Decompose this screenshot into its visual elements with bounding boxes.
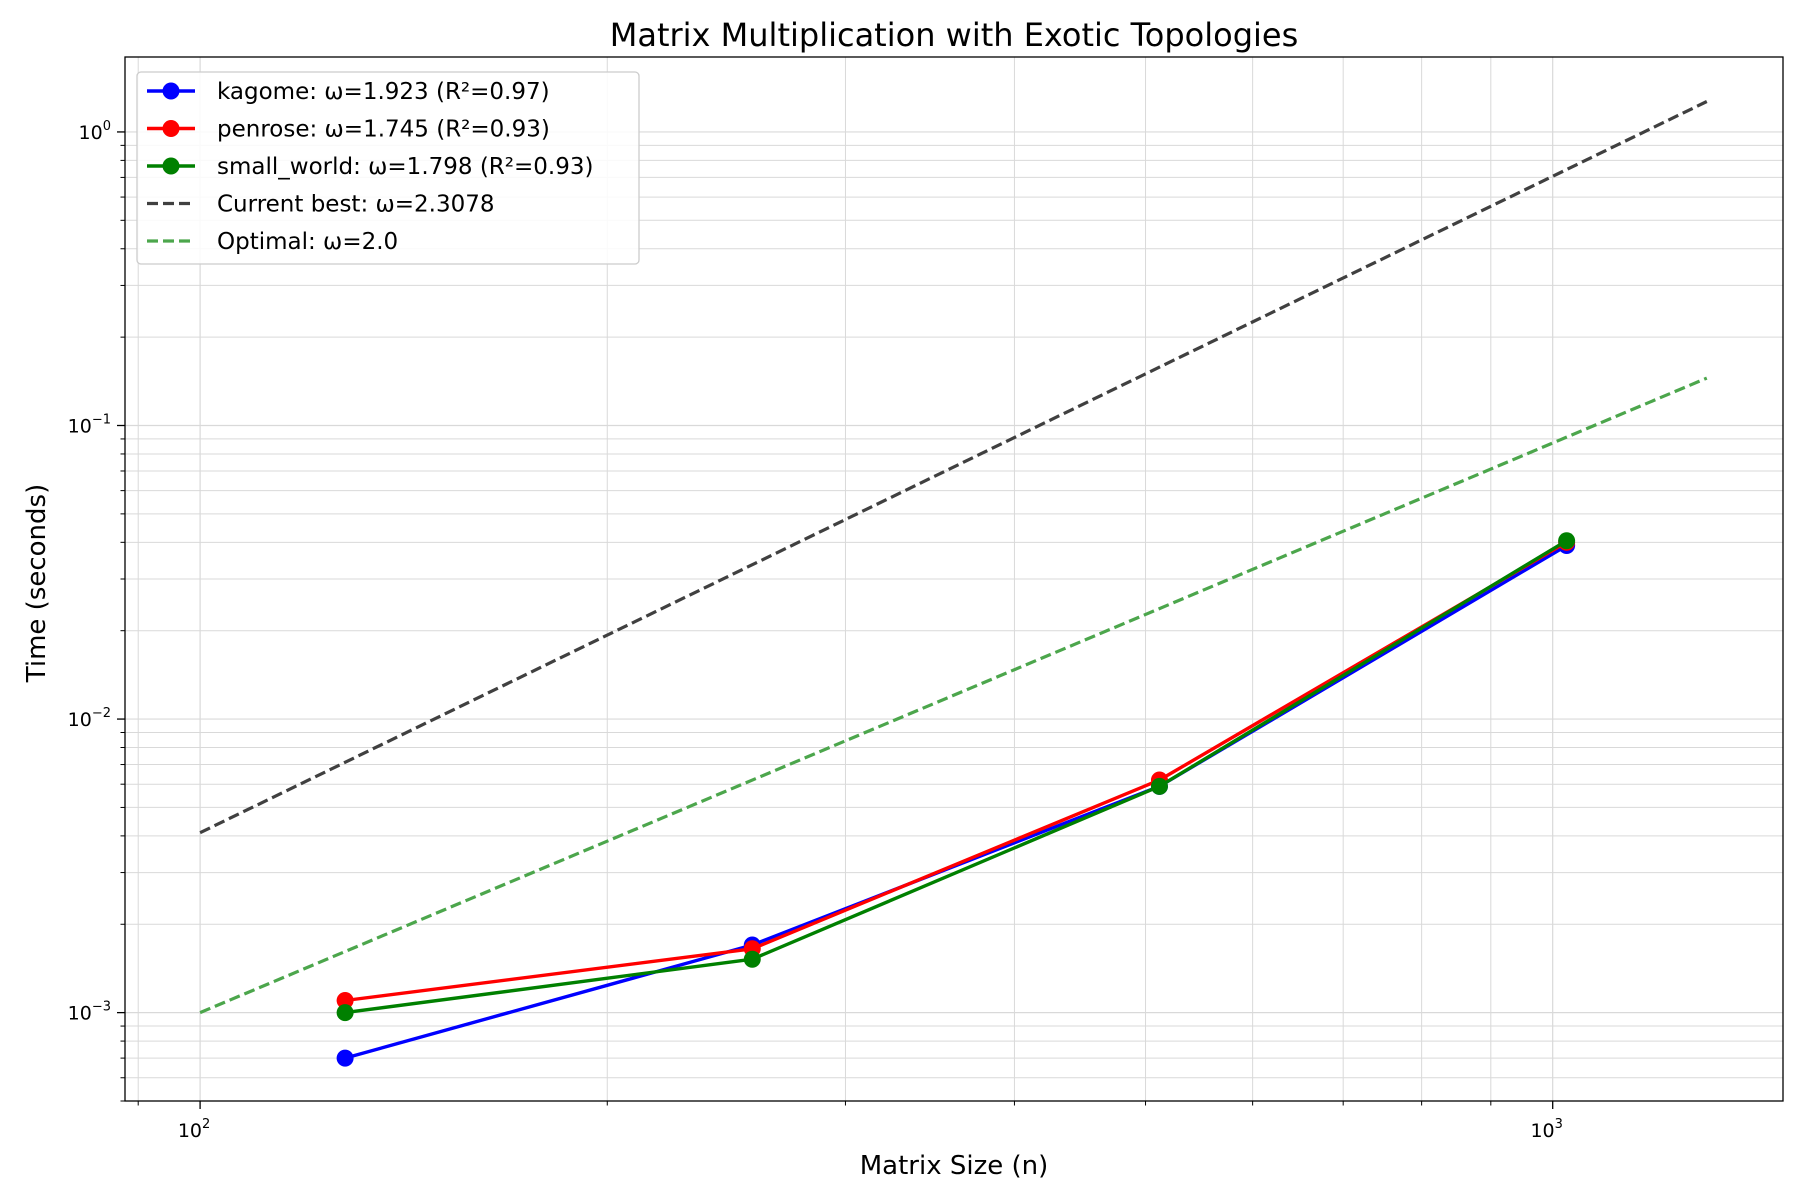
y-tick-label: 10−3: [68, 1000, 111, 1025]
legend-box: [136, 71, 640, 265]
y-axis-title: Time (seconds): [22, 484, 52, 683]
legend-label-penrose: penrose: ω=1.745 (R²=0.93): [217, 117, 550, 143]
series-line-optimal: [199, 376, 1708, 1015]
series-line-penrose: [344, 540, 1568, 1003]
y-tick-label: 10−1: [68, 413, 111, 438]
x-axis-title: Matrix Size (n): [860, 1151, 1049, 1181]
series-line-current-best: [199, 100, 1708, 835]
legend-marker-penrose: [162, 120, 180, 137]
data-point-kagome: [336, 1049, 354, 1067]
x-tick-label: 103: [1530, 1117, 1562, 1142]
legend: kagome: ω=1.923 (R²=0.97) penrose: ω=1.74…: [136, 71, 640, 265]
legend-marker-kagome: [162, 82, 180, 100]
y-tick-label: 100: [79, 119, 111, 144]
legend-label-optimal: Optimal: ω=2.0: [217, 229, 398, 255]
data-point-small-world: [336, 1004, 354, 1022]
data-point-penrose: [336, 991, 354, 1009]
legend-label-current-best: Current best: ω=2.3078: [217, 192, 495, 218]
plot-series: [199, 100, 1708, 1067]
axis-ticks: 102 103 10−3 10−2 10−1 100: [68, 119, 1563, 1142]
legend-marker-small-world: [162, 157, 180, 175]
x-tick-label: 102: [178, 1117, 210, 1142]
data-point-small-world: [1558, 532, 1576, 550]
data-point-small-world: [743, 950, 761, 968]
series-line-small-world: [344, 539, 1568, 1015]
data-point-small-world: [1150, 777, 1168, 795]
chart-title: Matrix Multiplication with Exotic Topolo…: [610, 16, 1299, 54]
y-tick-label: 10−2: [68, 706, 111, 731]
legend-label-kagome: kagome: ω=1.923 (R²=0.97): [217, 79, 550, 105]
legend-label-small-world: small_world: ω=1.798 (R²=0.93): [217, 154, 593, 180]
